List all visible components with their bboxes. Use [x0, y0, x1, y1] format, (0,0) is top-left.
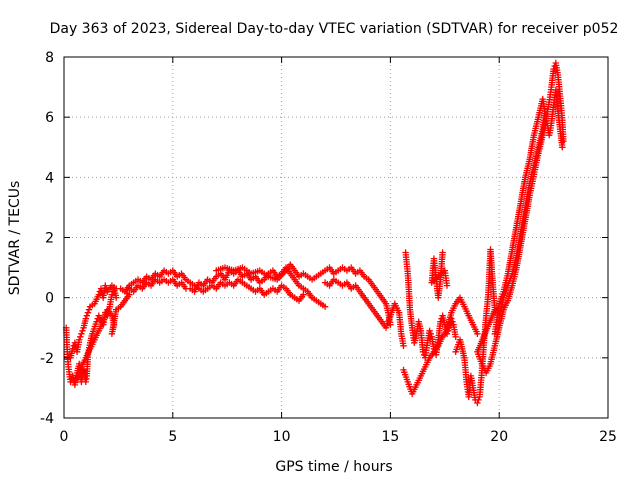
chart-title: Day 363 of 2023, Sidereal Day-to-day VTE… — [50, 21, 619, 37]
data-point — [541, 105, 548, 112]
data-point — [443, 282, 451, 289]
data-point — [82, 315, 89, 322]
data-point — [475, 396, 482, 404]
axis-ticks — [63, 56, 609, 419]
x-tick-label: 20 — [490, 429, 508, 445]
data-point — [108, 330, 116, 337]
x-tick-label: 5 — [168, 429, 177, 445]
x-tick-labels: 0 5 10 15 20 25 — [60, 429, 617, 445]
data-point — [76, 336, 83, 343]
y-tick-label: 0 — [45, 291, 54, 307]
data-point — [77, 333, 84, 340]
data-point — [419, 348, 427, 355]
data-point — [426, 327, 433, 334]
y-axis-label: SDTVAR / TECUs — [7, 181, 23, 296]
data-point — [78, 330, 85, 337]
data-point — [387, 321, 394, 328]
data-point — [437, 318, 444, 325]
x-tick-label: 15 — [381, 429, 399, 445]
data-point — [83, 312, 90, 319]
grid-lines — [64, 57, 608, 418]
y-tick-labels: -4 -2 0 2 4 6 8 — [40, 50, 54, 427]
data-point — [117, 285, 124, 292]
y-tick-label: 6 — [45, 110, 54, 126]
data-point — [550, 65, 557, 73]
data-point — [559, 144, 566, 151]
data-point — [427, 330, 434, 337]
y-tick-label: -2 — [40, 351, 54, 367]
y-tick-label: 8 — [45, 50, 54, 66]
data-point — [474, 399, 481, 407]
data-point — [85, 306, 93, 313]
data-point — [452, 333, 459, 340]
data-points — [63, 59, 567, 407]
x-tick-label: 10 — [273, 429, 291, 445]
data-point — [84, 309, 92, 316]
data-point — [93, 318, 100, 325]
data-point — [79, 327, 86, 334]
x-tick-label: 25 — [599, 429, 617, 445]
y-tick-label: -4 — [40, 411, 54, 427]
data-point — [113, 294, 120, 301]
data-point — [474, 330, 481, 337]
data-point — [102, 282, 109, 289]
x-tick-label: 0 — [60, 429, 69, 445]
data-point — [321, 303, 329, 310]
data-point — [300, 291, 307, 298]
x-axis-label: GPS time / hours — [275, 459, 392, 475]
y-tick-label: 2 — [45, 231, 54, 247]
y-tick-label: 4 — [45, 170, 54, 186]
data-point — [400, 342, 407, 349]
